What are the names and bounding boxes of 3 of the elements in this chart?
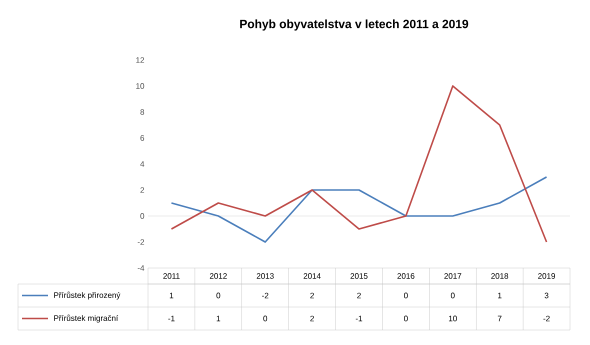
- line-series: [170, 176, 548, 243]
- line-series: [170, 85, 548, 243]
- chart-title: Pohyb obyvatelstva v letech 2011 a 2019: [240, 19, 468, 31]
